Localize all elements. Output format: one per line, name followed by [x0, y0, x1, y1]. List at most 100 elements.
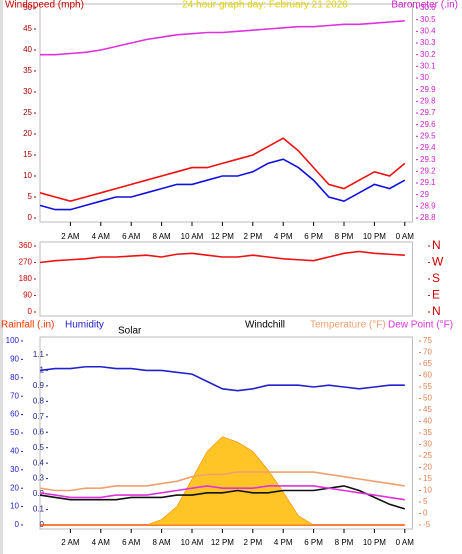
solar-area: [40, 436, 405, 526]
plot-area: [39, 336, 413, 530]
y3-tick-label: 0.1: [33, 505, 45, 514]
y2-tick-label: 30.6: [420, 3, 436, 12]
y2-tick-label: 10: [423, 486, 432, 495]
y2-tick-label: 45: [423, 405, 432, 414]
y2-tick-label: 35: [423, 428, 432, 437]
y2-tick-label: 29.7: [420, 108, 436, 117]
chart-heading: Windspeed (mph): [5, 0, 84, 11]
y2-tick-label: 29: [420, 190, 429, 199]
x-tick-label: 10 PM: [363, 538, 386, 547]
y2-tick-label: 55: [423, 382, 432, 391]
y2-tick-label: 70: [423, 348, 432, 357]
y2-tick-label: S: [432, 271, 440, 285]
y2-tick-label: E: [432, 288, 440, 302]
legend-label: Windchill: [245, 320, 285, 331]
y3-tick-label: 0.7: [33, 412, 45, 421]
x-tick-label: 12 PM: [211, 232, 234, 241]
y2-tick-label: 0: [423, 509, 428, 518]
y-tick-label: 0: [15, 520, 20, 529]
y-tick-label: 20: [23, 129, 32, 138]
x-tick-label: 8 PM: [335, 538, 354, 547]
y2-tick-label: 60: [423, 371, 432, 380]
x-tick-label: 4 AM: [92, 538, 111, 547]
y2-tick-label: 30.4: [420, 26, 436, 35]
y2-tick-label: N: [432, 304, 441, 318]
y2-tick-label: 15: [423, 474, 432, 483]
y-tick-label: 360: [19, 241, 33, 250]
x-tick-label: 6 AM: [122, 232, 141, 241]
y2-tick-label: 30: [423, 440, 432, 449]
x-tick-label: 12 PM: [211, 538, 234, 547]
y-tick-label: 45: [23, 24, 32, 33]
x-tick-label: 10 AM: [181, 538, 204, 547]
chart-heading: Barometer (.in): [391, 0, 458, 11]
legend-label: Rainfall (.in): [1, 320, 54, 331]
y-tick-label: 60: [10, 410, 19, 419]
y2-tick-label: N: [432, 238, 441, 252]
x-tick-label: 2 AM: [61, 538, 80, 547]
y-tick-label: 70: [10, 391, 19, 400]
y2-tick-label: 5: [423, 497, 428, 506]
y2-tick-label: 29.9: [420, 85, 436, 94]
x-tick-label: 2 AM: [61, 232, 80, 241]
x-tick-label: 4 PM: [274, 538, 293, 547]
legend-label: Temperature (°F): [310, 320, 386, 331]
y-tick-label: 15: [23, 150, 32, 159]
series-line: [40, 20, 405, 56]
y-tick-label: 90: [23, 291, 32, 300]
y2-tick-label: 29.8: [420, 96, 436, 105]
y2-tick-label: 29.6: [420, 120, 436, 129]
series-line: [39, 137, 406, 203]
y2-tick-label: 40: [423, 417, 432, 426]
series-line: [39, 485, 406, 510]
y2-tick-label: 30: [420, 73, 429, 82]
y-tick-label: 30: [23, 87, 32, 96]
y3-tick-label: 0.2: [33, 489, 45, 498]
x-tick-label: 2 PM: [243, 538, 262, 547]
y2-tick-label: 30.5: [420, 15, 436, 24]
x-tick-label: 6 PM: [304, 232, 323, 241]
x-tick-label: 0 AM: [396, 232, 415, 241]
x-tick-label: 8 AM: [152, 232, 171, 241]
y-tick-label: 10: [23, 171, 32, 180]
y2-tick-label: 75: [423, 336, 432, 345]
y3-tick-label: 0.8: [33, 396, 45, 405]
legend-label: Humidity: [65, 320, 104, 331]
y-tick-label: 10: [10, 502, 19, 511]
y2-tick-label: 28.8: [420, 213, 436, 222]
y2-tick-label: 50: [423, 394, 432, 403]
y3-tick-label: 0.4: [33, 458, 45, 467]
legend-label: Solar: [118, 326, 142, 337]
x-tick-label: 10 PM: [363, 232, 386, 241]
y3-tick-label: 0.9: [33, 381, 45, 390]
y-tick-label: 90: [10, 355, 19, 364]
left-edge: [0, 0, 3, 554]
y-tick-label: 180: [19, 274, 33, 283]
y2-tick-label: 29.1: [420, 178, 436, 187]
series-line: [39, 158, 406, 211]
y-tick-label: 5: [28, 192, 33, 201]
y2-tick-label: W: [432, 255, 444, 269]
x-tick-label: 6 AM: [122, 538, 141, 547]
y-tick-label: 40: [23, 45, 32, 54]
y-tick-label: 35: [23, 66, 32, 75]
y-tick-label: 0: [28, 307, 33, 316]
y-tick-label: 270: [19, 258, 33, 267]
y2-tick-label: -5: [423, 520, 431, 529]
y2-tick-label: 65: [423, 359, 432, 368]
x-tick-label: 4 AM: [92, 232, 111, 241]
series-line: [39, 471, 405, 492]
y-tick-label: 25: [23, 108, 32, 117]
x-tick-label: 6 PM: [304, 538, 323, 547]
plot-area: [39, 3, 413, 223]
y2-tick-label: 28.9: [420, 201, 436, 210]
y2-tick-label: 30.2: [420, 50, 436, 59]
series-line: [39, 485, 405, 501]
y2-tick-label: 29.3: [420, 155, 436, 164]
series-line: [39, 365, 405, 392]
y-tick-label: 30: [10, 465, 19, 474]
y-tick-label: 50: [23, 3, 32, 12]
x-tick-label: 8 AM: [152, 538, 171, 547]
y-tick-label: 100: [6, 336, 20, 345]
